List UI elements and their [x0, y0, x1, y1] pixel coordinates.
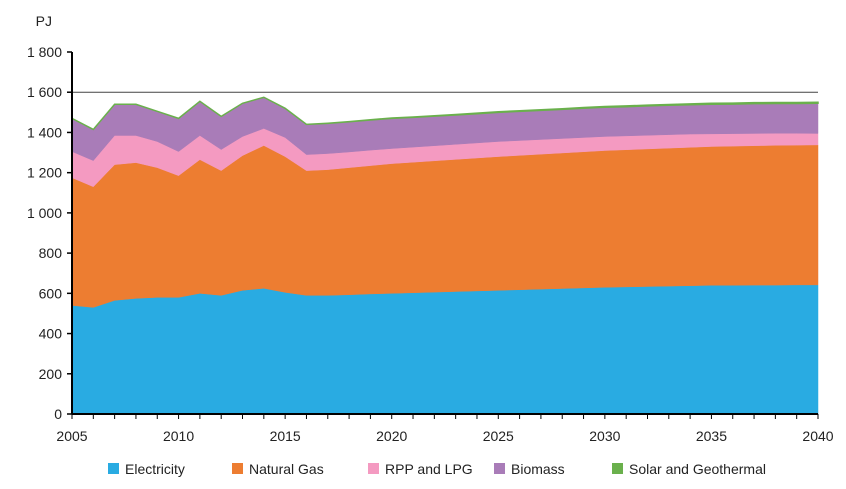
- legend-item: RPP and LPG: [368, 461, 473, 477]
- legend-swatch: [494, 463, 505, 474]
- y-tick-label: 1 400: [27, 124, 62, 140]
- axes: 0 200 400 600 800 1 000 1 200 1 400 1 600 1 800 20…: [27, 44, 834, 444]
- x-tick-label: 2010: [163, 428, 194, 444]
- legend-swatch: [232, 463, 243, 474]
- legend: Electricity Natural Gas RPP and LPG Biomass…: [108, 461, 766, 477]
- y-tick-label: 0: [54, 406, 62, 422]
- y-axis-label: PJ: [36, 13, 52, 29]
- areas: [71, 96, 819, 415]
- area-electricity: [71, 284, 819, 415]
- area-solar-and-geothermal: [71, 96, 819, 131]
- legend-swatch: [368, 463, 379, 474]
- legend-label: Natural Gas: [249, 461, 324, 477]
- x-tick-label: 2035: [696, 428, 727, 444]
- y-tick-label: 1 800: [27, 44, 62, 60]
- legend-label: RPP and LPG: [385, 461, 473, 477]
- legend-item: Electricity: [108, 461, 185, 477]
- legend-item: Biomass: [494, 461, 565, 477]
- legend-swatch: [612, 463, 623, 474]
- legend-swatch: [108, 463, 119, 474]
- y-tick-label: 800: [39, 245, 63, 261]
- x-tick-label: 2030: [589, 428, 620, 444]
- x-tick-label: 2005: [56, 428, 87, 444]
- legend-item: Solar and Geothermal: [612, 461, 766, 477]
- legend-label: Electricity: [125, 461, 185, 477]
- y-tick-label: 600: [39, 285, 63, 301]
- y-tick-label: 200: [39, 366, 63, 382]
- y-tick-label: 1 600: [27, 84, 62, 100]
- y-tick-label: 1 200: [27, 165, 62, 181]
- x-tick-label: 2025: [483, 428, 514, 444]
- x-tick-label: 2015: [270, 428, 301, 444]
- x-tick-label: 2040: [802, 428, 833, 444]
- legend-item: Natural Gas: [232, 461, 324, 477]
- y-tick-label: 1 000: [27, 205, 62, 221]
- legend-label: Biomass: [511, 461, 565, 477]
- y-tick-label: 400: [39, 326, 63, 342]
- legend-label: Solar and Geothermal: [629, 461, 766, 477]
- x-tick-label: 2020: [376, 428, 407, 444]
